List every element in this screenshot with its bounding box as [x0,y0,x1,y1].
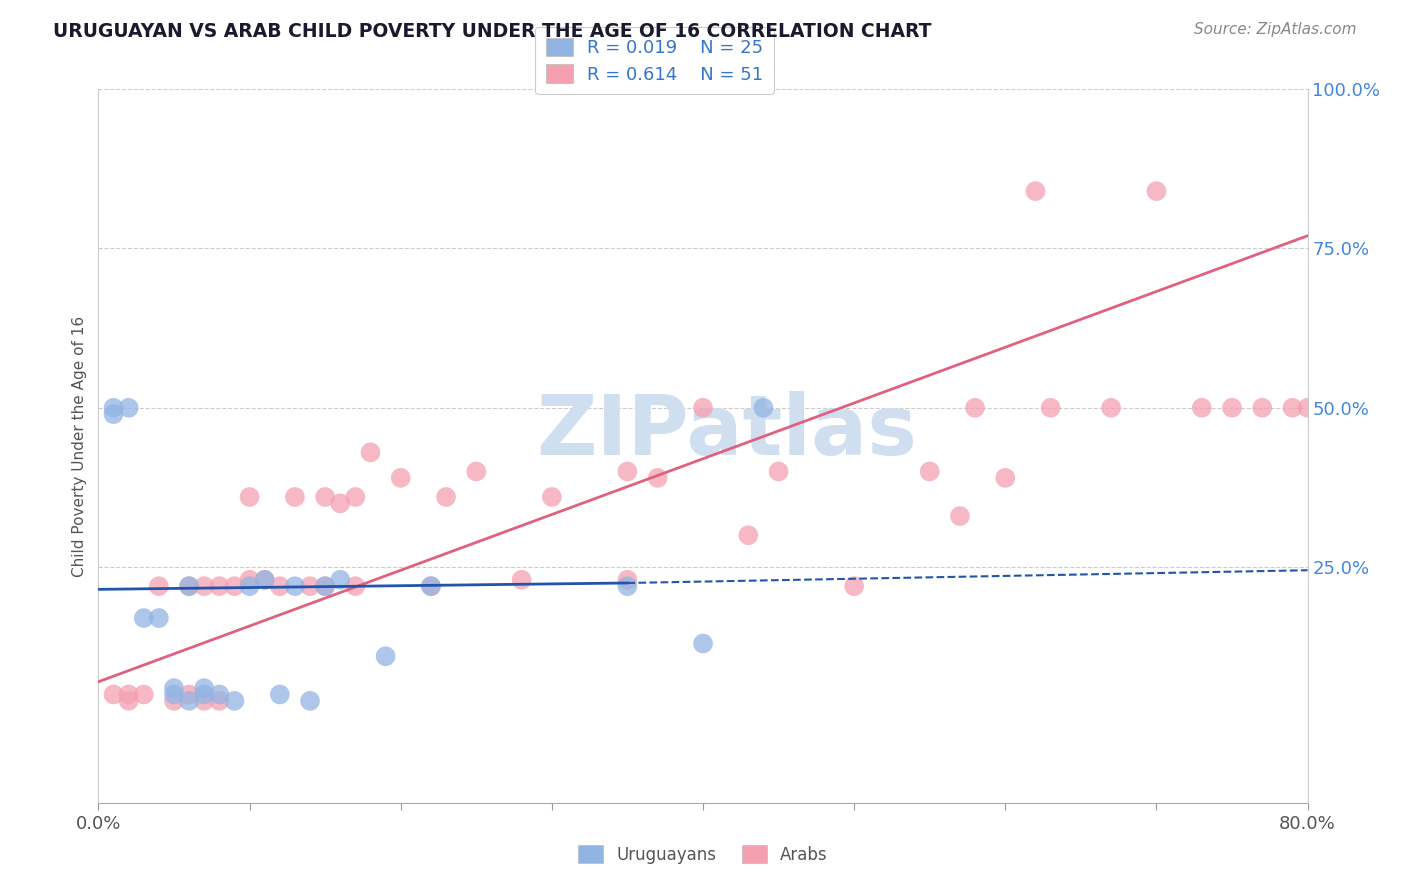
Text: URUGUAYAN VS ARAB CHILD POVERTY UNDER THE AGE OF 16 CORRELATION CHART: URUGUAYAN VS ARAB CHILD POVERTY UNDER TH… [53,22,932,41]
Point [1281,401,1303,415]
Point [737,528,759,542]
Point [179,694,201,708]
Point [1099,401,1122,415]
Point [118,401,141,415]
Point [1296,401,1319,415]
Text: Source: ZipAtlas.com: Source: ZipAtlas.com [1194,22,1357,37]
Point [465,465,488,479]
Point [540,490,562,504]
Point [193,579,215,593]
Point [253,573,276,587]
Point [253,573,276,587]
Point [360,445,382,459]
Point [420,579,443,593]
Point [616,465,638,479]
Point [118,688,141,702]
Point [284,490,307,504]
Point [179,579,201,593]
Point [314,579,336,593]
Point [269,688,291,702]
Point [132,688,155,702]
Point [616,573,638,587]
Point [768,465,790,479]
Point [752,401,775,415]
Point [1039,401,1062,415]
Point [239,579,262,593]
Point [224,694,246,708]
Point [374,649,396,664]
Point [1251,401,1274,415]
Point [103,401,125,415]
Point [965,401,987,415]
Point [103,407,125,421]
Point [616,579,638,593]
Point [344,579,367,593]
Point [329,573,352,587]
Point [224,579,246,593]
Point [299,694,322,708]
Point [239,573,262,587]
Point [1191,401,1213,415]
Point [844,579,866,593]
Point [148,611,170,625]
Point [329,496,352,510]
Point [299,579,322,593]
Point [193,681,215,695]
Point [163,694,186,708]
Point [163,681,186,695]
Point [148,579,170,593]
Point [692,636,714,650]
Point [434,490,457,504]
Point [1024,184,1046,198]
Point [647,471,669,485]
Legend: Uruguayans, Arabs: Uruguayans, Arabs [572,838,834,871]
Point [692,401,714,415]
Point [179,688,201,702]
Point [208,688,231,702]
Point [208,579,231,593]
Point [510,573,533,587]
Point [420,579,443,593]
Point [163,688,186,702]
Point [314,579,336,593]
Point [1144,184,1167,198]
Point [389,471,412,485]
Point [193,694,215,708]
Point [193,688,215,702]
Point [103,688,125,702]
Point [269,579,291,593]
Point [118,694,141,708]
Point [949,509,972,524]
Y-axis label: Child Poverty Under the Age of 16: Child Poverty Under the Age of 16 [72,316,87,576]
Point [284,579,307,593]
Text: ZIPatlas: ZIPatlas [537,392,918,472]
Point [1220,401,1243,415]
Point [314,490,336,504]
Point [208,694,231,708]
Point [132,611,155,625]
Legend: R = 0.019    N = 25, R = 0.614    N = 51: R = 0.019 N = 25, R = 0.614 N = 51 [534,27,775,95]
Point [994,471,1017,485]
Point [344,490,367,504]
Point [239,490,262,504]
Point [179,579,201,593]
Point [918,465,941,479]
